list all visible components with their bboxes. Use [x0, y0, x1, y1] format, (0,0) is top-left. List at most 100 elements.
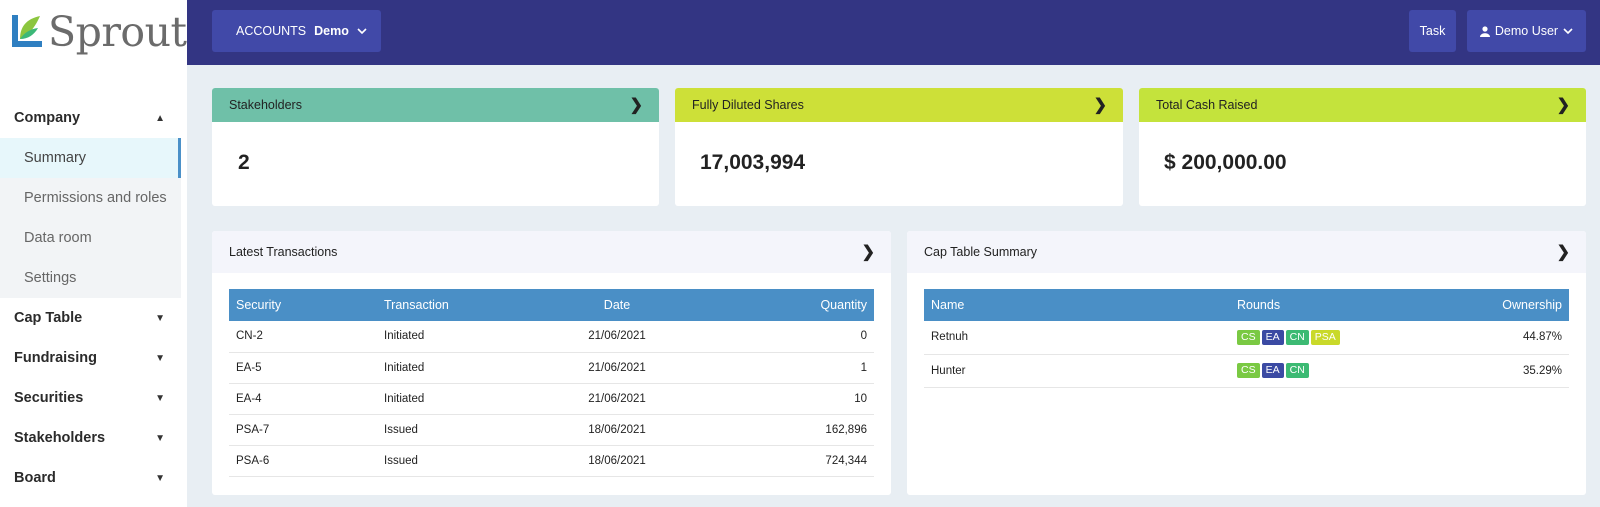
user-name: Demo User — [1494, 24, 1559, 38]
stakeholders-card[interactable]: Stakeholders ❯ 2 — [212, 88, 659, 206]
cell-name: Hunter — [924, 354, 1230, 388]
cell-transaction: Issued — [377, 414, 547, 446]
table-row[interactable]: EA-5 Initiated 21/06/2021 1 — [229, 352, 874, 384]
cell-quantity: 162,896 — [687, 414, 874, 446]
sidebar-item-summary[interactable]: Summary — [0, 138, 181, 178]
panel-header[interactable]: Cap Table Summary ❯ — [907, 231, 1586, 273]
nav-group-cap-table[interactable]: Cap Table ▼ — [0, 298, 187, 338]
sidebar-item-label: Summary — [24, 150, 87, 166]
sidebar-item-settings[interactable]: Settings — [0, 258, 181, 298]
cell-security: PSA-7 — [229, 414, 377, 446]
nav-group-securities[interactable]: Securities ▼ — [0, 378, 187, 418]
chevron-right-icon[interactable]: ❯ — [861, 244, 875, 261]
sidebar: Sprout Company ▲ Summary Permissions and… — [0, 0, 187, 507]
panel-header[interactable]: Latest Transactions ❯ — [212, 231, 891, 273]
sidebar-item-permissions[interactable]: Permissions and roles — [0, 178, 181, 218]
cell-date: 21/06/2021 — [547, 321, 687, 353]
cell-ownership: 35.29% — [1410, 354, 1569, 388]
cell-transaction: Initiated — [377, 383, 547, 415]
nav-group-board[interactable]: Board ▼ — [0, 458, 187, 498]
chevron-right-icon[interactable]: ❯ — [629, 97, 643, 114]
transactions-table: Security Transaction Date Quantity CN-2 I… — [229, 289, 874, 477]
card-title: Fully Diluted Shares — [692, 98, 804, 112]
logo[interactable]: Sprout — [10, 8, 187, 56]
round-badge: CS — [1237, 329, 1260, 345]
card-header: Stakeholders ❯ — [212, 88, 659, 122]
chevron-down-icon: ▼ — [155, 352, 165, 364]
cell-rounds: CS EA CN PSA — [1230, 321, 1410, 355]
panel-title: Latest Transactions — [229, 245, 338, 259]
nav-group-label: Stakeholders — [14, 430, 106, 446]
cell-quantity: 0 — [687, 321, 874, 353]
cell-date: 21/06/2021 — [547, 383, 687, 415]
cell-date: 21/06/2021 — [547, 352, 687, 384]
fully-diluted-shares-card[interactable]: Fully Diluted Shares ❯ 17,003,994 — [675, 88, 1123, 206]
company-subnav: Summary Permissions and roles Data room … — [0, 138, 181, 298]
table-row[interactable]: Retnuh CS EA CN PSA 44.87% — [924, 321, 1569, 355]
column-header[interactable]: Name — [924, 289, 1230, 321]
column-header[interactable]: Rounds — [1230, 289, 1410, 321]
cell-quantity: 724,344 — [687, 445, 874, 477]
nav-group-label: Board — [14, 470, 56, 486]
total-cash-raised-card[interactable]: Total Cash Raised ❯ $ 200,000.00 — [1139, 88, 1586, 206]
table-row[interactable]: EA-4 Initiated 21/06/2021 10 — [229, 383, 874, 415]
table-row[interactable]: Hunter CS EA CN 35.29% — [924, 354, 1569, 388]
task-button[interactable]: Task — [1409, 10, 1456, 52]
card-value: $ 200,000.00 — [1164, 151, 1287, 174]
card-header: Fully Diluted Shares ❯ — [675, 88, 1123, 122]
chevron-right-icon[interactable]: ❯ — [1556, 244, 1570, 261]
panel-title: Cap Table Summary — [924, 245, 1038, 259]
account-name: Demo — [314, 24, 349, 38]
chevron-right-icon[interactable]: ❯ — [1093, 97, 1107, 114]
chevron-down-icon — [1563, 27, 1573, 34]
card-header: Total Cash Raised ❯ — [1139, 88, 1586, 122]
cell-quantity: 1 — [687, 352, 874, 384]
logo-text: Sprout — [48, 7, 187, 56]
accounts-dropdown[interactable]: ACCOUNTS Demo — [212, 10, 381, 52]
column-header[interactable]: Date — [547, 289, 687, 321]
user-menu-button[interactable]: Demo User — [1467, 10, 1586, 52]
sidebar-item-label: Permissions and roles — [24, 190, 167, 206]
card-title: Total Cash Raised — [1156, 98, 1258, 112]
top-bar: ACCOUNTS Demo Task Demo User — [187, 0, 1600, 65]
cell-date: 18/06/2021 — [547, 414, 687, 446]
round-badge: EA — [1261, 329, 1284, 345]
table-header-row: Security Transaction Date Quantity — [229, 289, 874, 321]
cell-security: CN-2 — [229, 321, 377, 353]
sidebar-item-data-room[interactable]: Data room — [0, 218, 181, 258]
cell-security: EA-5 — [229, 352, 377, 384]
chevron-down-icon: ▼ — [155, 392, 165, 404]
sidebar-item-label: Data room — [24, 230, 92, 246]
column-header[interactable]: Quantity — [687, 289, 874, 321]
column-header[interactable]: Transaction — [377, 289, 547, 321]
table-header-row: Name Rounds Ownership — [924, 289, 1569, 321]
nav-group-fundraising[interactable]: Fundraising ▼ — [0, 338, 187, 378]
nav-group-company[interactable]: Company ▲ — [0, 98, 187, 138]
round-badge: CN — [1285, 363, 1309, 378]
nav-group-label: Company — [14, 110, 81, 126]
nav-group-label: Cap Table — [14, 310, 83, 326]
chevron-right-icon[interactable]: ❯ — [1556, 97, 1570, 114]
table-row[interactable]: PSA-6 Issued 18/06/2021 724,344 — [229, 445, 874, 477]
task-label: Task — [1419, 24, 1446, 38]
sidebar-item-label: Settings — [24, 270, 77, 286]
round-badge: CS — [1237, 363, 1260, 378]
sidebar-nav: Company ▲ Summary Permissions and roles … — [0, 98, 187, 498]
cell-security: EA-4 — [229, 383, 377, 415]
cell-rounds: CS EA CN — [1230, 354, 1410, 388]
table-row[interactable]: CN-2 Initiated 21/06/2021 0 — [229, 321, 874, 353]
chevron-down-icon — [357, 27, 367, 34]
column-header[interactable]: Ownership — [1410, 289, 1569, 321]
column-header[interactable]: Security — [229, 289, 377, 321]
nav-group-stakeholders[interactable]: Stakeholders ▼ — [0, 418, 187, 458]
card-title: Stakeholders — [229, 98, 302, 112]
chevron-up-icon: ▲ — [155, 112, 165, 124]
round-badge: EA — [1261, 363, 1284, 378]
cell-transaction: Initiated — [377, 321, 547, 353]
card-value: 2 — [238, 151, 250, 174]
table-row[interactable]: PSA-7 Issued 18/06/2021 162,896 — [229, 414, 874, 446]
user-icon — [1479, 25, 1490, 37]
round-badge: CN — [1285, 329, 1309, 345]
accounts-label: ACCOUNTS — [236, 24, 307, 38]
nav-group-label: Securities — [14, 390, 84, 406]
